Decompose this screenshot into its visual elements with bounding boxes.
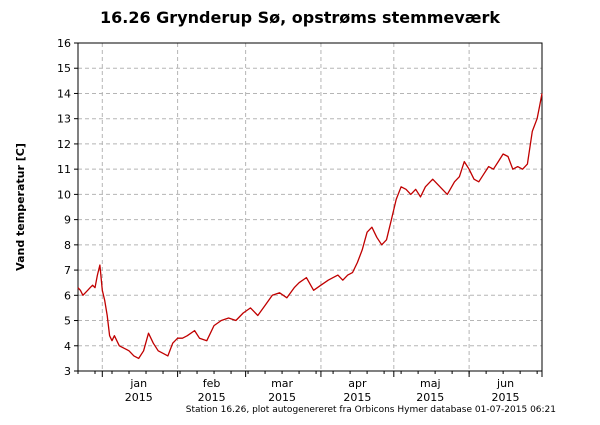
x-year-label: 2015 xyxy=(125,391,153,404)
y-tick-label: 4 xyxy=(64,340,71,353)
x-month-label: mar xyxy=(271,377,293,390)
y-tick-label: 10 xyxy=(57,188,71,201)
y-tick-label: 16 xyxy=(57,37,71,50)
chart-title: 16.26 Grynderup Sø, opstrøms stemmeværk xyxy=(99,8,500,27)
x-axis: jan2015feb2015mar2015apr2015maj2015jun20… xyxy=(77,371,543,404)
y-tick-label: 8 xyxy=(64,239,71,252)
y-axis-label: Vand temperatur [C] xyxy=(14,143,27,271)
y-tick-label: 9 xyxy=(64,214,71,227)
x-year-label: 2015 xyxy=(198,391,226,404)
x-year-label: 2015 xyxy=(416,391,444,404)
y-tick-label: 6 xyxy=(64,289,71,302)
line-layer xyxy=(77,93,543,360)
y-tick-label: 3 xyxy=(64,365,71,378)
y-tick-label: 13 xyxy=(57,113,71,126)
grid-layer xyxy=(78,43,542,371)
x-year-label: 2015 xyxy=(343,391,371,404)
x-month-label: maj xyxy=(420,377,441,390)
y-tick-label: 7 xyxy=(64,264,71,277)
x-month-label: jan xyxy=(129,377,147,390)
y-axis: 3 4 5 6 7 8 9 10 11 12 13 14 15 16 xyxy=(57,37,78,378)
y-tick-label: 14 xyxy=(57,87,71,100)
x-month-label: jun xyxy=(496,377,514,390)
x-year-label: 2015 xyxy=(268,391,296,404)
x-month-label: feb xyxy=(203,377,221,390)
x-year-label: 2015 xyxy=(492,391,520,404)
y-tick-label: 5 xyxy=(64,315,71,328)
temperature-series-line xyxy=(77,93,543,360)
y-tick-label: 11 xyxy=(57,163,71,176)
y-tick-label: 12 xyxy=(57,138,71,151)
plot-frame xyxy=(77,42,543,372)
footer-note: Station 16.26, plot autogenereret fra Or… xyxy=(186,405,556,415)
y-tick-label: 15 xyxy=(57,62,71,75)
x-month-label: apr xyxy=(348,377,367,390)
